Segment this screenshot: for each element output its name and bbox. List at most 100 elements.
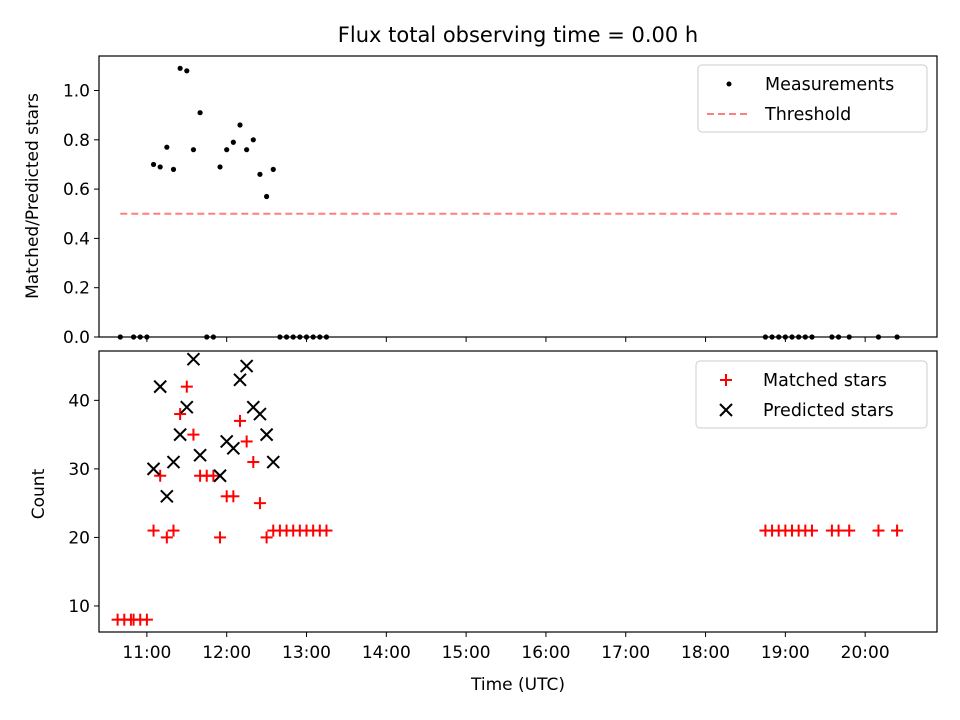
measurement-point — [270, 166, 276, 172]
measurements-legend-marker — [726, 81, 732, 87]
matched-legend-marker — [720, 374, 732, 386]
measurement-point — [150, 161, 157, 168]
x-axis-label: Time (UTC) — [470, 675, 565, 695]
matched-star-point — [320, 524, 333, 537]
measurement-point — [244, 147, 250, 153]
predicted-star-point — [213, 469, 227, 483]
count-axes-frame — [98, 350, 938, 633]
count-plot-area — [111, 352, 904, 626]
measurement-point — [230, 139, 236, 145]
matched-star-point — [214, 531, 227, 544]
count-y-tick-label: 30 — [68, 460, 90, 480]
count-legend: Matched stars Predicted stars — [695, 360, 928, 429]
matched-star-point — [187, 428, 200, 441]
predicted-star-point — [193, 448, 207, 462]
measurement-point — [224, 147, 230, 153]
measurement-point — [190, 147, 197, 153]
predicted-star-point — [146, 462, 161, 476]
predicted-star-point — [239, 359, 254, 373]
ratio-y-ticks: 0.0 0.2 0.4 0.6 0.8 1.0 — [63, 82, 99, 348]
x-tick-label: 11:00 — [122, 643, 171, 663]
measurement-point — [157, 164, 163, 170]
count-y-axis-label: Count — [29, 468, 49, 519]
x-tick-label: 14:00 — [362, 643, 411, 663]
matched-star-point — [843, 524, 856, 537]
ratio-y-tick-label: 0.8 — [63, 131, 90, 151]
x-tick-label: 17:00 — [601, 643, 650, 663]
count-y-tick-label: 20 — [68, 528, 90, 548]
matched-star-point — [154, 469, 167, 482]
matched-star-point — [233, 414, 246, 427]
measurement-point — [164, 144, 170, 150]
count-y-tick-label: 10 — [68, 597, 90, 617]
matched-star-point — [227, 490, 240, 503]
predicted-star-point — [153, 379, 167, 394]
ratio-plot-area — [117, 65, 900, 340]
threshold-legend-label: Threshold — [764, 105, 851, 125]
predicted-star-point — [166, 455, 181, 469]
x-tick-label: 13:00 — [282, 643, 331, 663]
x-tick-label: 18:00 — [681, 643, 730, 663]
matched-star-point — [260, 531, 273, 544]
matched-star-point — [247, 456, 260, 469]
predicted-star-point — [173, 427, 187, 442]
measurement-point — [217, 164, 223, 170]
predicted-star-point — [253, 407, 267, 421]
matched-star-point — [160, 531, 173, 544]
count-y-tick-label: 40 — [68, 391, 90, 411]
ratio-y-tick-label: 1.0 — [63, 82, 90, 102]
matched-star-point — [174, 408, 187, 421]
measurement-point — [250, 137, 256, 143]
matched-star-point — [240, 435, 253, 448]
matched-star-point — [207, 469, 220, 482]
x-tick-label: 15:00 — [442, 643, 491, 663]
ratio-x-ticks — [146, 337, 866, 342]
measurement-point — [237, 122, 243, 128]
ratio-legend-box — [697, 64, 928, 133]
measurement-point — [184, 68, 190, 74]
matched-star-point — [805, 524, 818, 537]
count-legend-box — [695, 360, 928, 429]
ratio-y-axis-label: Matched/Predicted stars — [23, 93, 43, 299]
matched-star-point — [180, 380, 193, 393]
matched-star-point — [832, 524, 845, 537]
predicted-star-point — [180, 400, 194, 414]
count-x-ticks: 11:00 12:00 13:00 14:00 15:00 16:00 17:00 18:00… — [122, 632, 890, 663]
ratio-axes-frame — [98, 55, 938, 338]
predicted-star-point — [266, 455, 280, 469]
matched-star-point — [872, 524, 885, 537]
predicted-star-point — [186, 352, 201, 366]
x-tick-label: 19:00 — [761, 643, 810, 663]
measurement-point — [257, 171, 263, 177]
measurement-point — [197, 110, 203, 116]
measurement-point — [177, 65, 183, 71]
predicted-star-point — [226, 441, 241, 456]
predicted-star-point — [160, 489, 174, 504]
ratio-y-tick-label: 0.0 — [63, 328, 90, 348]
predicted-star-point — [233, 373, 247, 387]
predicted-legend-marker — [719, 403, 733, 417]
measurement-point — [170, 166, 177, 172]
matched-star-point — [140, 613, 153, 626]
ratio-y-tick-label: 0.2 — [63, 279, 90, 299]
ratio-y-tick-label: 0.4 — [63, 229, 90, 249]
ratio-y-tick-label: 0.6 — [63, 180, 90, 200]
chart-title: Flux total observing time = 0.00 h — [338, 23, 698, 47]
measurement-point — [264, 193, 270, 200]
ratio-legend: Measurements Threshold — [697, 64, 928, 133]
matched-star-point — [253, 497, 266, 510]
x-tick-label: 12:00 — [202, 643, 251, 663]
x-tick-label: 20:00 — [841, 643, 890, 663]
ratio-panel: 0.0 0.2 0.4 0.6 0.8 1.0 Matched/Predicted sta… — [23, 55, 938, 348]
predicted-star-point — [259, 427, 274, 442]
count-y-ticks: 10 20 30 40 — [68, 391, 99, 617]
matched-star-point — [167, 524, 180, 537]
matched-star-point — [891, 524, 904, 537]
x-tick-label: 16:00 — [521, 643, 570, 663]
matched-star-point — [147, 524, 160, 537]
measurements-legend-label: Measurements — [765, 75, 894, 95]
predicted-legend-label: Predicted stars — [763, 401, 894, 421]
